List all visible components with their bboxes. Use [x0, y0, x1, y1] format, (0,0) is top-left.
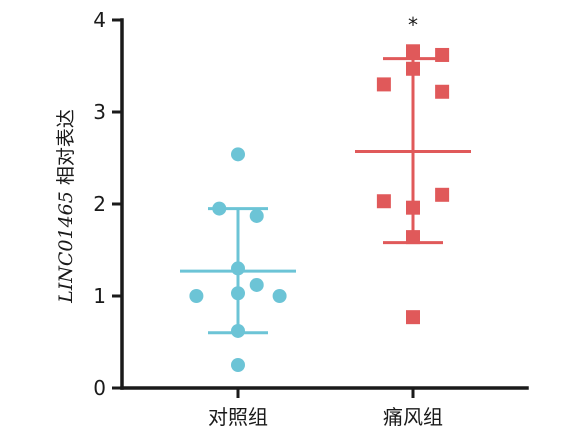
data-point-gout-5 [435, 187, 450, 202]
x-categories: 对照组 痛风组 [208, 388, 443, 429]
data-point-control-9 [231, 358, 245, 372]
x-category-label-1: 痛风组 [383, 405, 443, 429]
y-tick-label-2: 2 [93, 192, 106, 216]
data-point-control-1 [212, 201, 227, 216]
data-point-gout-8 [406, 230, 420, 245]
data-point-control-6 [189, 289, 204, 303]
data-point-gout-4 [435, 84, 450, 99]
x-category-label-0: 对照组 [208, 405, 268, 429]
y-tick-label-4: 4 [93, 8, 106, 32]
data-point-gout-9 [406, 310, 420, 325]
data-points [189, 44, 450, 372]
data-point-gout-0 [406, 44, 420, 59]
data-point-control-4 [231, 286, 245, 301]
data-point-gout-6 [376, 194, 391, 209]
y-tick-label-1: 1 [93, 284, 106, 308]
data-point-control-0 [231, 147, 245, 162]
y-axis-title-unit: 相对表达 [55, 109, 77, 191]
y-tick-label-0: 0 [93, 376, 106, 400]
data-point-control-5 [249, 277, 264, 292]
y-axis-title-gene: LINC01465 [55, 191, 77, 304]
data-point-control-3 [231, 261, 245, 276]
data-point-gout-1 [435, 47, 450, 62]
significance-marker: * [408, 13, 418, 37]
y-tick-label-3: 3 [93, 100, 106, 124]
data-point-gout-3 [376, 77, 391, 92]
y-ticks: 0 1 2 3 4 [93, 8, 122, 400]
data-point-control-2 [249, 208, 264, 223]
data-point-gout-2 [406, 61, 420, 76]
data-point-control-7 [272, 289, 287, 303]
y-axis-title: LINC01465 相对表达 [55, 109, 77, 304]
data-point-control-8 [231, 323, 245, 338]
annotations: * [408, 13, 418, 37]
data-point-gout-7 [406, 200, 420, 215]
